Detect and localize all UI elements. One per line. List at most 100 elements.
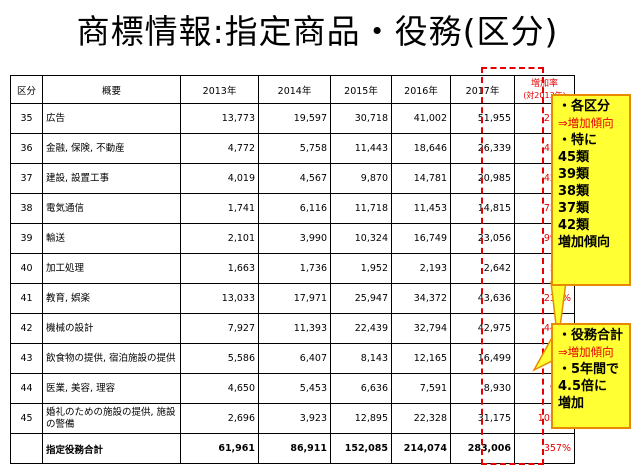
cell-2014: 4,567 xyxy=(258,163,331,194)
cell-2015: 10,324 xyxy=(330,223,392,254)
cell-2017: 14,815 xyxy=(450,193,515,224)
cell-gaiyo: 広告 xyxy=(42,103,181,134)
cell-kubun: 42 xyxy=(10,313,43,344)
cell-2014: 1,736 xyxy=(258,253,331,284)
total-label: 指定役務合計 xyxy=(42,433,181,464)
note1-line: 38類 xyxy=(558,184,590,199)
cell-2017: 43,636 xyxy=(450,283,515,314)
note1-line: 増加傾向 xyxy=(558,235,611,250)
cell-kubun: 45 xyxy=(10,403,43,434)
cell-2015: 12,895 xyxy=(330,403,392,434)
header-gaiyo: 概要 xyxy=(42,75,181,104)
header-kubun: 区分 xyxy=(10,75,43,104)
cell-gaiyo: 電気通信 xyxy=(42,193,181,224)
table-row: 36 金融, 保険, 不動産 4,772 5,758 11,443 18,646 26,33… xyxy=(10,133,575,164)
cell-gaiyo: 教育, 娯楽 xyxy=(42,283,181,314)
total-2014: 86,911 xyxy=(258,433,331,464)
cell-2014: 6,116 xyxy=(258,193,331,224)
table-row: 45 婚礼のための施設の提供, 施設の警備 2,696 3,923 12,895 22,3… xyxy=(10,403,575,434)
note1-line1: ・各区分 xyxy=(558,99,611,114)
rate-header-label: 増加率 xyxy=(530,78,558,89)
note2-arrow-text: ⇒増加傾向 xyxy=(558,345,614,359)
note2-line: 4.5倍に xyxy=(558,379,608,394)
note1-line: 45類 xyxy=(558,150,590,165)
note2-line1: ・役務合計 xyxy=(558,328,624,343)
cell-2014: 3,990 xyxy=(258,223,331,254)
cell-kubun-empty xyxy=(10,433,43,464)
total-2015: 152,085 xyxy=(330,433,392,464)
cell-2013: 4,650 xyxy=(180,373,259,404)
table-row: 43 飲食物の提供, 宿泊施設の提供 5,586 6,407 8,143 12,165 16… xyxy=(10,343,575,374)
header-2014: 2014年 xyxy=(258,75,331,104)
cell-2013: 13,773 xyxy=(180,103,259,134)
total-2016: 214,074 xyxy=(391,433,451,464)
cell-2015: 8,143 xyxy=(330,343,392,374)
cell-2017: 2,642 xyxy=(450,253,515,284)
cell-gaiyo: 飲食物の提供, 宿泊施設の提供 xyxy=(42,343,181,374)
trademark-table: 区分 概要 2013年 2014年 2015年 2016年 2017年 増加率 … xyxy=(10,75,575,464)
cell-2015: 30,718 xyxy=(330,103,392,134)
cell-2015: 22,439 xyxy=(330,313,392,344)
header-2015: 2015年 xyxy=(330,75,392,104)
cell-2013: 7,927 xyxy=(180,313,259,344)
cell-2015: 11,443 xyxy=(330,133,392,164)
cell-2017: 23,056 xyxy=(450,223,515,254)
note1-arrow-text: ⇒増加傾向 xyxy=(558,116,614,130)
cell-2016: 41,002 xyxy=(391,103,451,134)
cell-2016: 22,328 xyxy=(391,403,451,434)
cell-2015: 1,952 xyxy=(330,253,392,284)
page-title: 商標情報:指定商品・役務(区分) xyxy=(76,12,559,51)
cell-kubun: 40 xyxy=(10,253,43,284)
callout-each-category: ・各区分 ⇒増加傾向 ・特に 45類 39類 38類 37類 42類 増加傾向 xyxy=(551,94,631,286)
cell-2014: 3,923 xyxy=(258,403,331,434)
note2-line: 増加 xyxy=(558,396,585,411)
cell-2013: 2,696 xyxy=(180,403,259,434)
cell-2014: 5,758 xyxy=(258,133,331,164)
cell-rate: 235% xyxy=(514,283,575,314)
note1-line: ・特に xyxy=(558,133,598,148)
cell-2013: 4,019 xyxy=(180,163,259,194)
cell-kubun: 38 xyxy=(10,193,43,224)
cell-2013: 5,586 xyxy=(180,343,259,374)
cell-2017: 26,339 xyxy=(450,133,515,164)
cell-2013: 2,101 xyxy=(180,223,259,254)
cell-kubun: 35 xyxy=(10,103,43,134)
cell-kubun: 43 xyxy=(10,343,43,374)
cell-kubun: 37 xyxy=(10,163,43,194)
cell-2016: 16,749 xyxy=(391,223,451,254)
header-2017: 2017年 xyxy=(450,75,515,104)
cell-2014: 11,393 xyxy=(258,313,331,344)
total-2017: 283,006 xyxy=(450,433,515,464)
cell-gaiyo: 医業, 美容, 理容 xyxy=(42,373,181,404)
cell-kubun: 41 xyxy=(10,283,43,314)
table-total-row: 指定役務合計 61,961 86,911 152,085 214,074 283,006 3… xyxy=(10,433,575,464)
cell-gaiyo: 機械の設計 xyxy=(42,313,181,344)
cell-2016: 18,646 xyxy=(391,133,451,164)
cell-2015: 6,636 xyxy=(330,373,392,404)
cell-2015: 25,947 xyxy=(330,283,392,314)
note1-line: 37類 xyxy=(558,201,590,216)
cell-2016: 2,193 xyxy=(391,253,451,284)
cell-2017: 20,985 xyxy=(450,163,515,194)
table-row: 41 教育, 娯楽 13,033 17,971 25,947 34,372 43,636 23… xyxy=(10,283,575,314)
cell-2013: 13,033 xyxy=(180,283,259,314)
cell-kubun: 39 xyxy=(10,223,43,254)
cell-gaiyo: 輸送 xyxy=(42,223,181,254)
note1-line: 39類 xyxy=(558,167,590,182)
table-body: 35広告13,77319,59730,71841,00251,955277%36… xyxy=(10,103,575,464)
cell-2014: 19,597 xyxy=(258,103,331,134)
cell-2016: 32,794 xyxy=(391,313,451,344)
cell-2017: 31,175 xyxy=(450,403,515,434)
cell-2017: 42,975 xyxy=(450,313,515,344)
cell-2016: 11,453 xyxy=(391,193,451,224)
cell-gaiyo: 金融, 保険, 不動産 xyxy=(42,133,181,164)
cell-2013: 1,741 xyxy=(180,193,259,224)
cell-2017: 8,930 xyxy=(450,373,515,404)
header-2013: 2013年 xyxy=(180,75,259,104)
